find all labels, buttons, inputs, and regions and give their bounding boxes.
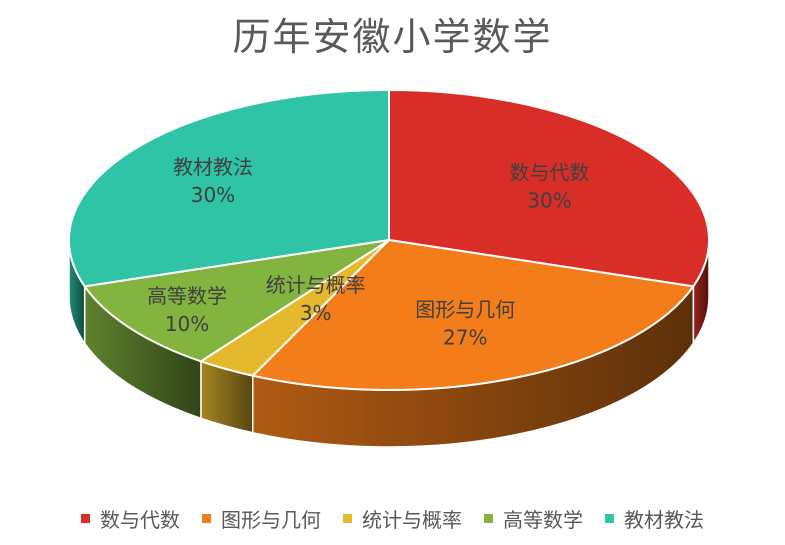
slice-advanced-math xyxy=(82,239,390,363)
slice-label-value-number-algebra: 30% xyxy=(527,188,571,212)
slice-number-algebra xyxy=(388,88,710,288)
legend-swatch-teaching-method xyxy=(605,514,614,523)
legend-label-geometry: 图形与几何 xyxy=(221,508,321,532)
slice-label-name-advanced-math: 高等数学 xyxy=(147,284,227,308)
legend-item-statistics: 统计与概率 xyxy=(343,504,462,533)
legend-swatch-advanced-math xyxy=(484,514,493,523)
chart-title: 历年安徽小学数学 xyxy=(232,15,553,59)
legend-swatch-geometry xyxy=(202,514,211,523)
pie-labels: 数与代数 30% 图形与几何 27% 统计与概率 3% 高等数学 10% 教材教法 30% xyxy=(147,155,589,350)
legend-label-number-algebra: 数与代数 xyxy=(100,508,180,532)
pie-sides xyxy=(68,239,710,448)
slice-label-value-statistics: 3% xyxy=(300,301,332,325)
legend-label-teaching-method: 教材教法 xyxy=(624,508,704,532)
slice-geometry xyxy=(250,238,696,391)
slice-label-value-geometry: 27% xyxy=(443,326,487,350)
slice-label-name-number-algebra: 数与代数 xyxy=(510,160,590,184)
slice-label-name-geometry: 图形与几何 xyxy=(415,298,515,322)
pie-chart: 数与代数 30% 图形与几何 27% 统计与概率 3% 高等数学 10% 教材教法 30% xyxy=(68,88,710,448)
legend-label-advanced-math: 高等数学 xyxy=(503,508,583,532)
legend-label-statistics: 统计与概率 xyxy=(362,508,462,532)
pie-tops xyxy=(68,88,710,391)
slice-label-name-statistics: 统计与概率 xyxy=(266,273,366,297)
legend-item-teaching-method: 教材教法 xyxy=(605,504,704,533)
legend-item-advanced-math: 高等数学 xyxy=(484,504,583,533)
legend-item-number-algebra: 数与代数 xyxy=(81,504,180,533)
slice-label-name-teaching-method: 教材教法 xyxy=(173,155,253,179)
slice-label-value-teaching-method: 30% xyxy=(191,183,235,207)
slice-label-value-advanced-math: 10% xyxy=(165,312,209,336)
legend: 数与代数 图形与几何 统计与概率 高等数学 教材教法 xyxy=(0,504,785,533)
slice-teaching-method xyxy=(68,88,390,288)
legend-swatch-statistics xyxy=(343,514,352,523)
legend-item-geometry: 图形与几何 xyxy=(202,504,321,533)
legend-swatch-number-algebra xyxy=(81,514,90,523)
